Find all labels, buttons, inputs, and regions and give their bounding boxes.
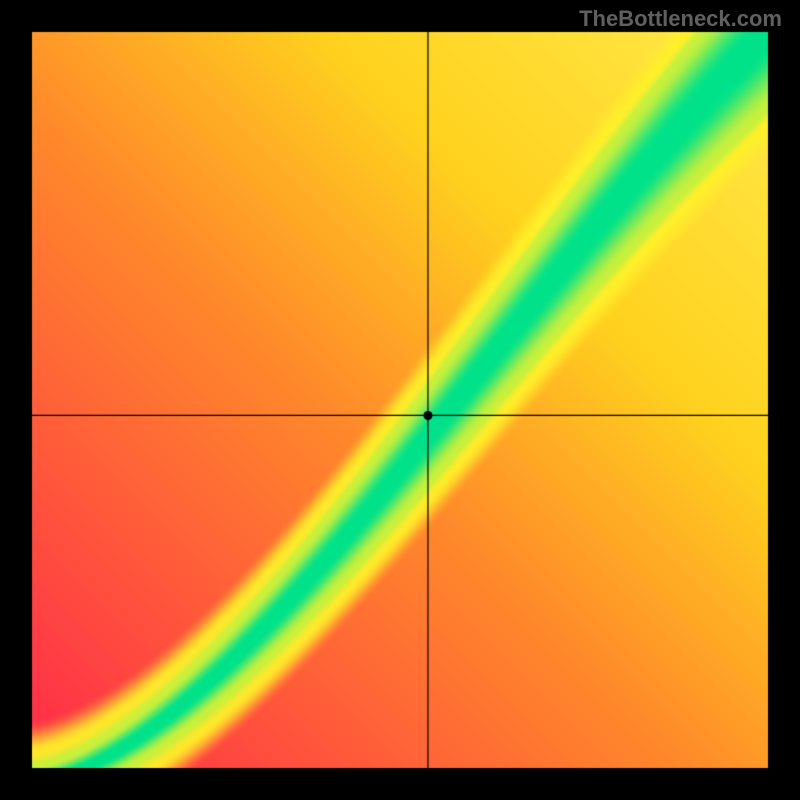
watermark-text: TheBottleneck.com <box>579 6 782 32</box>
chart-container: TheBottleneck.com <box>0 0 800 800</box>
bottleneck-heatmap <box>0 0 800 800</box>
